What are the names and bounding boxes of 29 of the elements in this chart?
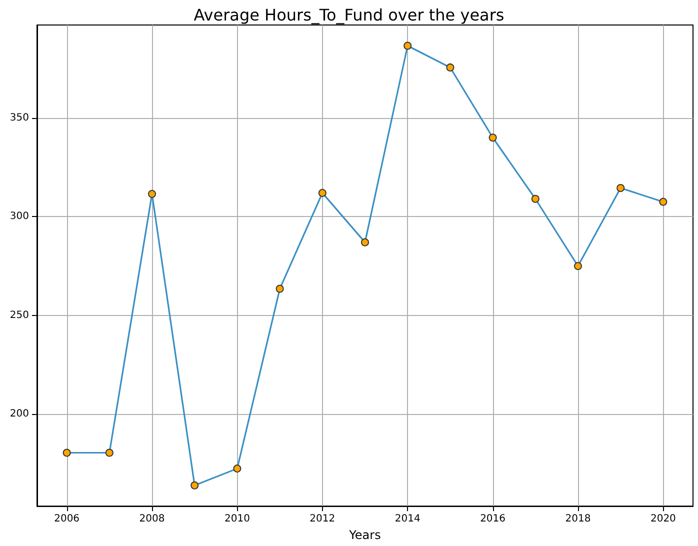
point: [659, 198, 668, 206]
point: [361, 238, 369, 246]
x-tick-label: 2016: [480, 514, 506, 525]
point: [318, 188, 326, 197]
x-tick-label: 2008: [139, 514, 165, 525]
point: [148, 190, 156, 198]
point: [233, 464, 242, 473]
x-axis-title: Years: [348, 528, 381, 542]
point: [488, 134, 497, 142]
point: [616, 184, 625, 192]
chart-title: Average Hours_To_Fund over the years: [194, 6, 504, 24]
x-tick-label: 2020: [650, 514, 676, 525]
y-tick-label: 250: [10, 310, 29, 321]
x-tick-label: 2006: [54, 514, 80, 525]
point: [190, 481, 199, 490]
point: [62, 448, 71, 457]
x-tick-label: 2010: [224, 514, 250, 525]
point: [276, 284, 284, 293]
y-tick-label: 350: [10, 112, 29, 124]
y-tick-label: 200: [10, 408, 29, 420]
point: [404, 42, 412, 50]
point: [574, 262, 582, 270]
point: [446, 63, 454, 72]
x-tick-label: 2012: [310, 514, 336, 525]
y-tick-label: 300: [10, 211, 29, 222]
point: [531, 194, 540, 203]
point: [105, 448, 114, 457]
x-tick-label: 2014: [394, 514, 420, 525]
x-tick-label: 2018: [565, 514, 591, 525]
